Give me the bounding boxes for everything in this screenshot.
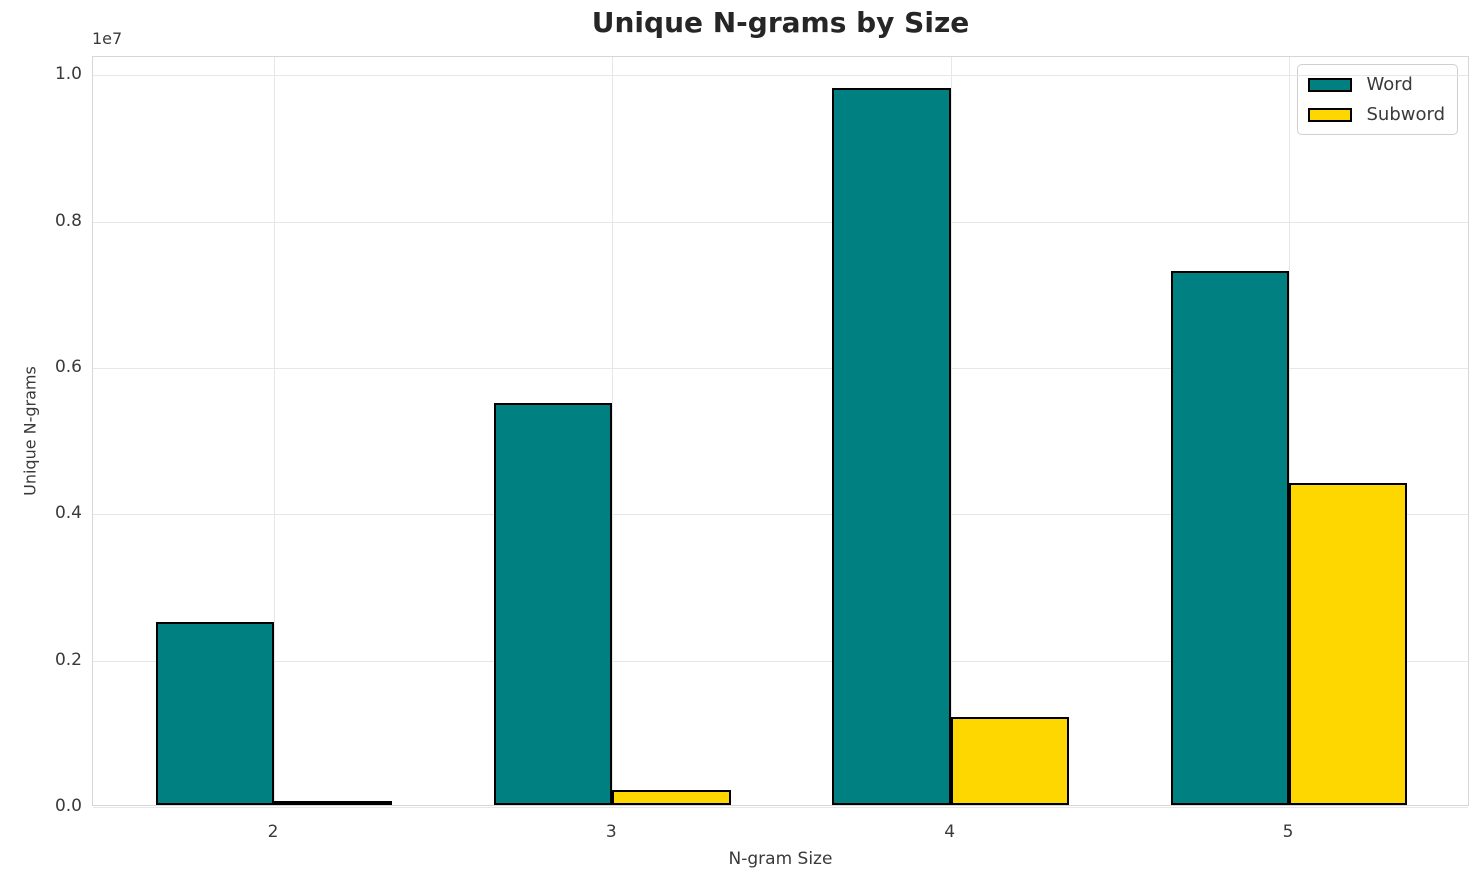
- plot-area: Word Subword: [92, 56, 1469, 808]
- y-gridline: [93, 75, 1468, 77]
- x-tick-label: 3: [605, 822, 617, 842]
- chart-title: Unique N-grams by Size: [591, 6, 970, 39]
- y-axis-offset-label: 1e7: [92, 29, 123, 48]
- y-tick-label: 0.8: [54, 210, 82, 231]
- legend-item: Subword: [1308, 104, 1445, 125]
- y-tick-label: 0.2: [54, 649, 82, 670]
- legend-swatch-word: [1308, 77, 1353, 92]
- legend-swatch-subword: [1308, 107, 1353, 122]
- x-tick-label: 2: [267, 822, 279, 842]
- bar-subword-2: [274, 801, 393, 805]
- y-axis-label: Unique N-grams: [20, 366, 40, 496]
- x-gridline: [612, 57, 614, 805]
- x-axis-label: N-gram Size: [728, 849, 833, 869]
- legend-label: Subword: [1366, 104, 1445, 125]
- y-tick-label: 0.6: [54, 356, 82, 377]
- bar-word-5: [1170, 270, 1289, 805]
- y-tick-label: 1.0: [54, 64, 82, 85]
- legend-label: Word: [1366, 74, 1413, 95]
- bar-subword-4: [950, 717, 1070, 805]
- x-gridline: [1288, 57, 1290, 805]
- y-gridline: [93, 221, 1468, 223]
- x-gridline: [950, 57, 952, 805]
- bar-word-3: [493, 402, 613, 805]
- x-tick-label: 5: [1282, 822, 1294, 842]
- y-tick-label: 0.0: [54, 796, 82, 816]
- legend-item: Word: [1308, 74, 1445, 95]
- y-gridline: [93, 807, 1468, 808]
- bar-word-4: [832, 87, 951, 805]
- y-gridline: [93, 367, 1468, 369]
- x-gridline: [274, 57, 275, 805]
- bar-word-2: [155, 622, 274, 805]
- y-gridline: [93, 514, 1468, 516]
- bar-subword-5: [1288, 483, 1408, 805]
- x-tick-label: 4: [944, 822, 956, 842]
- y-tick-label: 0.4: [54, 503, 82, 524]
- bar-subword-3: [612, 790, 731, 805]
- y-gridline: [93, 660, 1468, 662]
